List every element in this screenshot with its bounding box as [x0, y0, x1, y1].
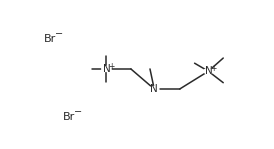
Text: Br: Br: [44, 34, 56, 44]
Text: −: −: [74, 107, 82, 117]
Circle shape: [204, 69, 213, 74]
Circle shape: [102, 66, 111, 72]
Text: +: +: [210, 64, 216, 73]
Circle shape: [150, 86, 159, 91]
Text: N: N: [204, 66, 212, 76]
Text: Br: Br: [63, 112, 75, 122]
Text: N: N: [150, 84, 158, 94]
Text: N: N: [102, 64, 110, 74]
Text: +: +: [108, 62, 114, 71]
Text: −: −: [55, 29, 63, 39]
